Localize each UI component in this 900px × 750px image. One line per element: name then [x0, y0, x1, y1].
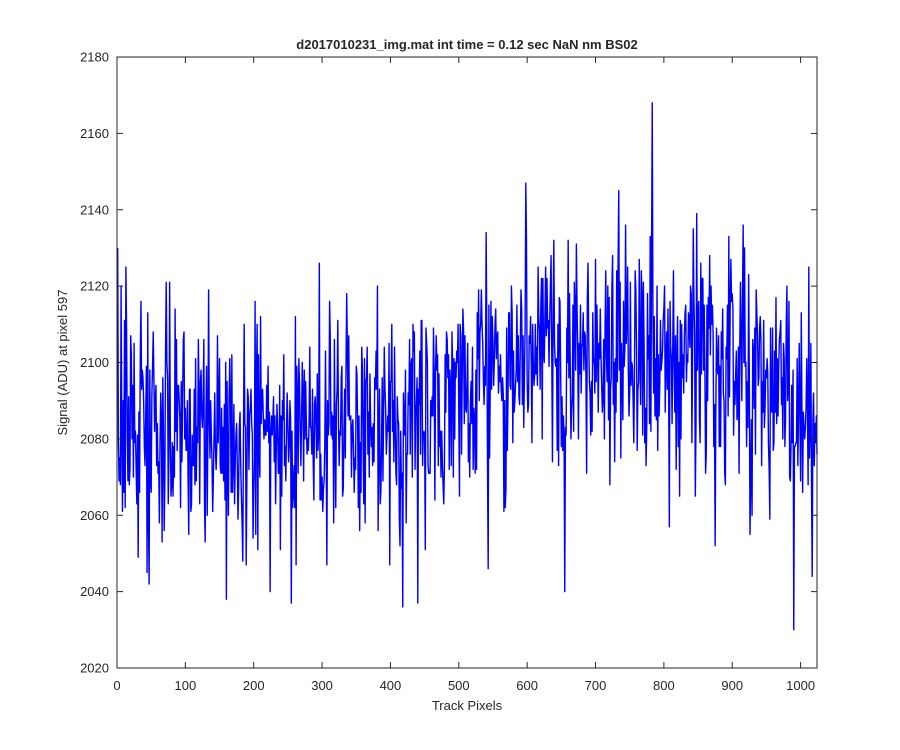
- x-tick-label: 500: [448, 678, 470, 693]
- x-tick-label: 600: [516, 678, 538, 693]
- y-tick-label: 2100: [80, 355, 109, 370]
- x-tick-label: 0: [113, 678, 120, 693]
- y-tick-label: 2160: [80, 126, 109, 141]
- y-tick-label: 2120: [80, 279, 109, 294]
- chart-title: d2017010231_img.mat int time = 0.12 sec …: [296, 37, 637, 52]
- y-tick-label: 2060: [80, 508, 109, 523]
- y-tick-label: 2180: [80, 50, 109, 65]
- y-axis-label: Signal (ADU) at pixel 597: [55, 290, 70, 436]
- series-layer: [116, 102, 818, 631]
- tick-layer: 0 100 200 300 400 500 600 700 800 900 1000 2020 2040…: [80, 50, 817, 693]
- x-tick-label: 700: [585, 678, 607, 693]
- y-tick-label: 2040: [80, 584, 109, 599]
- y-tick-label: 2140: [80, 202, 109, 217]
- y-tick-label: 2020: [80, 661, 109, 676]
- x-tick-label: 200: [243, 678, 265, 693]
- x-tick-label: 400: [380, 678, 402, 693]
- series-line: [116, 102, 818, 631]
- x-axis-label: Track Pixels: [432, 698, 503, 713]
- x-tick-label: 900: [721, 678, 743, 693]
- x-tick-label: 800: [653, 678, 675, 693]
- x-tick-label: 300: [311, 678, 333, 693]
- x-tick-label: 100: [175, 678, 197, 693]
- x-tick-label: 1000: [786, 678, 815, 693]
- y-tick-label: 2080: [80, 431, 109, 446]
